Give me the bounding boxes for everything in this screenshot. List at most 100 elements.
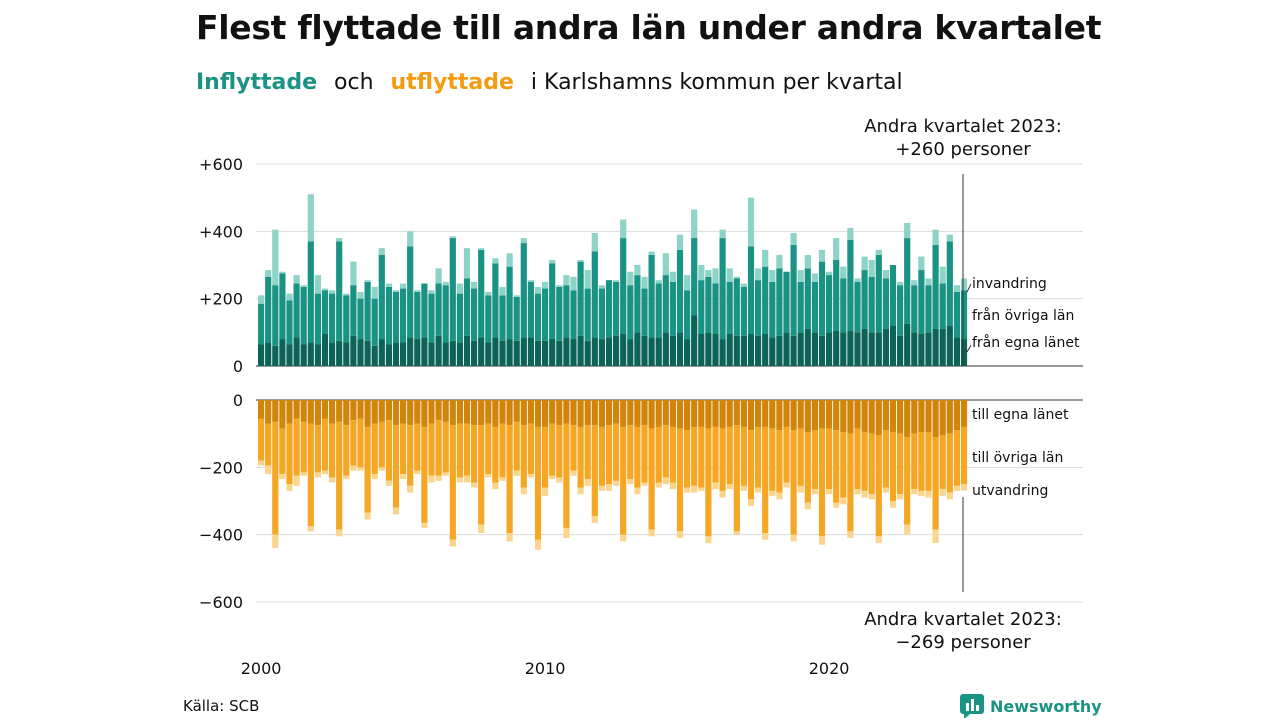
bar-outflow-emigration: [747, 499, 755, 507]
bar-inflow-other-counties: [762, 266, 769, 335]
axis-labels: +600 +400 +200 0 0 −200 −400 −600 2000 2010 2020: [199, 155, 849, 678]
bar-outflow-other-counties: [840, 431, 847, 498]
bar-inflow-immigration: [804, 254, 811, 269]
bar-outflow-own-county: [293, 400, 300, 419]
bar-inflow-other-counties: [684, 290, 691, 340]
bar-outflow-own-county: [605, 400, 613, 426]
bar-outflow-own-county: [463, 400, 471, 424]
bar-outflow-emigration: [435, 475, 442, 481]
bar-inflow-immigration: [684, 275, 691, 291]
bar-outflow-other-counties: [258, 418, 265, 461]
bar-inflow-other-counties: [925, 285, 932, 333]
bar-inflow-immigration: [712, 268, 719, 284]
bar-outflow-own-county: [861, 400, 868, 432]
bar-outflow-emigration: [719, 490, 726, 498]
bar-inflow-own-county: [258, 344, 265, 366]
bar-inflow-other-counties: [435, 283, 442, 336]
bar-inflow-immigration: [407, 231, 414, 247]
bar-inflow-own-county: [932, 328, 939, 366]
bar-inflow-own-county: [492, 337, 499, 366]
bar-outflow-emigration: [577, 487, 584, 495]
bar-outflow-emigration: [641, 482, 648, 486]
bar-inflow-other-counties: [655, 283, 662, 338]
bar-inflow-own-county: [392, 342, 400, 366]
bar-outflow-own-county: [641, 400, 648, 426]
bar-inflow-other-counties: [265, 276, 272, 343]
bar-outflow-own-county: [627, 400, 634, 426]
bar-outflow-other-counties: [875, 435, 882, 537]
bar-outflow-emigration: [818, 536, 826, 545]
bar-inflow-own-county: [435, 335, 442, 366]
bar-outflow-own-county: [648, 400, 655, 429]
bar-outflow-own-county: [833, 400, 840, 431]
bar-outflow-emigration: [634, 487, 641, 495]
bar-inflow-other-counties: [314, 293, 321, 345]
bar-inflow-other-counties: [400, 288, 407, 343]
bar-inflow-immigration: [414, 290, 421, 292]
subtitle-inflow-label: Inflyttade: [196, 70, 318, 95]
bar-outflow-own-county: [598, 400, 605, 427]
bar-outflow-own-county: [776, 400, 783, 431]
bar-outflow-own-county: [804, 400, 811, 432]
bar-inflow-immigration: [314, 275, 321, 294]
bar-outflow-other-counties: [463, 423, 471, 476]
brand-logo[interactable]: Newsworthy: [960, 693, 1102, 719]
brand-chart-icon: [960, 694, 984, 718]
bar-inflow-other-counties: [960, 290, 968, 340]
bar-outflow-own-county: [591, 400, 598, 426]
bar-inflow-other-counties: [634, 275, 641, 333]
bar-inflow-other-counties: [911, 285, 918, 333]
bar-inflow-immigration: [385, 283, 392, 287]
bar-outflow-emigration: [939, 489, 946, 496]
bar-outflow-emigration: [428, 475, 435, 483]
bar-inflow-immigration: [960, 278, 968, 291]
bar-inflow-immigration: [705, 270, 712, 277]
bar-inflow-own-county: [506, 339, 513, 366]
bar-outflow-own-county: [889, 400, 897, 432]
bar-outflow-emigration: [570, 470, 577, 476]
bar-inflow-other-counties: [705, 276, 712, 333]
source-note: Källa: SCB: [183, 697, 260, 715]
bar-outflow-other-counties: [790, 430, 797, 535]
bar-inflow-other-counties: [300, 286, 307, 345]
series-pointer: [966, 344, 972, 353]
bar-inflow-immigration: [826, 271, 833, 276]
bar-inflow-immigration: [357, 291, 364, 299]
bar-outflow-other-counties: [314, 425, 321, 473]
bar-outflow-own-county: [769, 400, 776, 429]
bar-outflow-emigration: [875, 536, 882, 544]
bar-outflow-emigration: [506, 532, 513, 542]
bar-outflow-own-county: [840, 400, 847, 432]
bar-inflow-other-counties: [648, 254, 655, 338]
bar-outflow-other-counties: [549, 423, 556, 476]
bar-outflow-other-counties: [527, 423, 534, 475]
bar-outflow-own-county: [762, 400, 769, 427]
bar-inflow-immigration: [364, 280, 371, 282]
bar-outflow-own-county: [740, 400, 747, 427]
bar-inflow-other-counties: [854, 281, 861, 333]
bar-outflow-own-county: [570, 400, 577, 426]
bar-inflow-immigration: [655, 280, 662, 284]
bar-outflow-other-counties: [804, 431, 811, 503]
bar-inflow-other-counties: [513, 296, 520, 341]
bar-inflow-immigration: [620, 219, 627, 239]
bar-inflow-own-county: [811, 332, 818, 366]
y-tick-label-top: 0: [233, 357, 243, 376]
y-tick-label-top: +400: [199, 222, 243, 241]
bar-outflow-other-counties: [854, 428, 861, 490]
bar-outflow-own-county: [712, 400, 719, 427]
bar-inflow-immigration: [790, 233, 797, 245]
bar-outflow-other-counties: [705, 428, 712, 537]
bar-inflow-other-counties: [946, 241, 953, 326]
series-pointer: [966, 283, 972, 293]
bar-outflow-other-counties: [620, 426, 627, 535]
bar-outflow-other-counties: [918, 431, 925, 491]
bar-inflow-other-counties: [286, 300, 293, 345]
bar-outflow-emigration: [456, 477, 463, 483]
brand-name: Newsworthy: [990, 696, 1102, 716]
bar-outflow-emigration: [449, 539, 456, 547]
bar-outflow-own-county: [726, 400, 733, 427]
series-label-top: invandring: [972, 276, 1047, 292]
bar-inflow-other-counties: [492, 263, 499, 338]
